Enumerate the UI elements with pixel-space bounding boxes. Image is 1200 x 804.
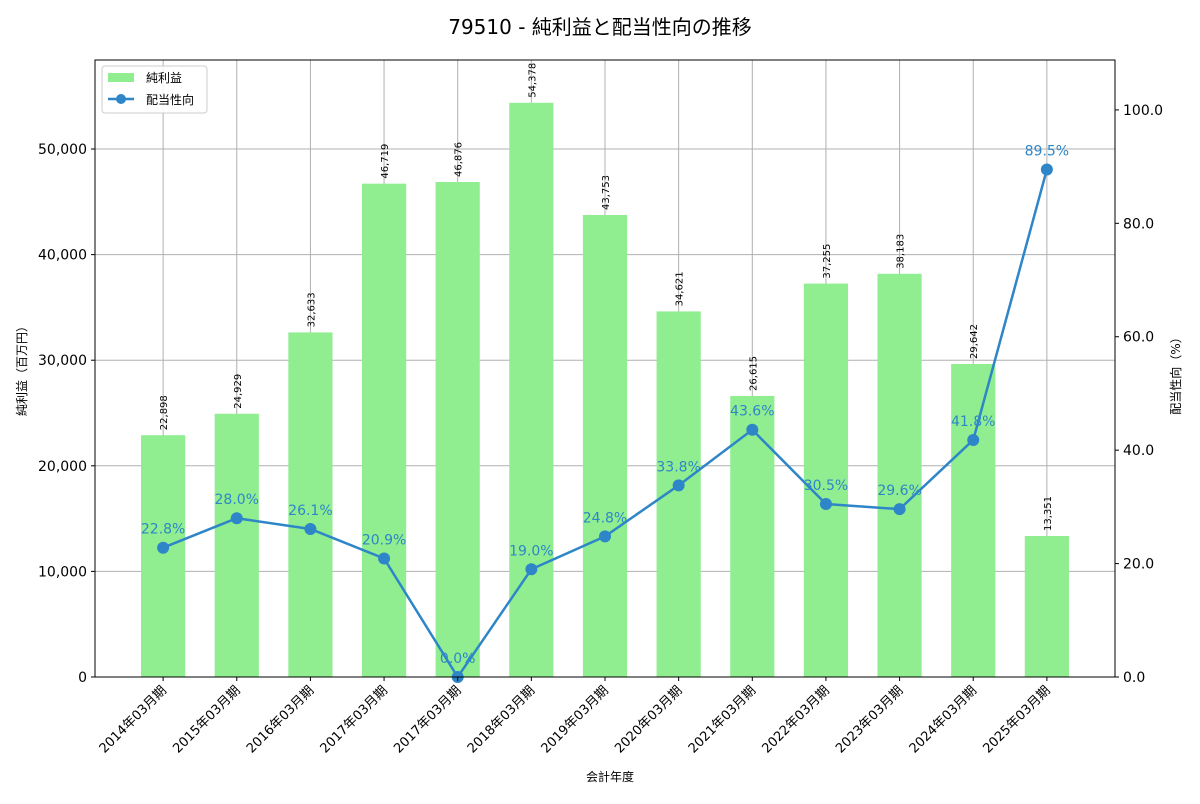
x-tick-label: 2022年03月期 bbox=[759, 683, 832, 756]
line-value-label: 19.0% bbox=[509, 543, 553, 559]
bar bbox=[141, 435, 186, 677]
line-value-label: 30.5% bbox=[804, 478, 848, 494]
line-value-label: 89.5% bbox=[1025, 143, 1069, 159]
x-tick-label: 2021年03月期 bbox=[686, 683, 759, 756]
chart-title: 79510 - 純利益と配当性向の推移 bbox=[448, 15, 752, 39]
bar-value-label: 34,621 bbox=[675, 271, 686, 306]
x-tick-label: 2025年03月期 bbox=[980, 683, 1053, 756]
payout-line: 22.8% 28.0% 26.1% 20.9% 0.0% 19.0% 24.8% 33.8% 4… bbox=[141, 143, 1069, 683]
x-tick-label: 2017年03月期 bbox=[318, 683, 391, 756]
x-tick-label: 2015年03月期 bbox=[170, 683, 243, 756]
x-tick-label: 2018年03月期 bbox=[465, 683, 538, 756]
line-value-label: 0.0% bbox=[440, 651, 476, 667]
x-tick-label: 2019年03月期 bbox=[539, 683, 612, 756]
y2-axis-label: 配当性向（%） bbox=[1168, 331, 1183, 414]
bar bbox=[877, 273, 922, 677]
bar-value-label: 38,183 bbox=[896, 234, 907, 269]
y-tick-label: 10,000 bbox=[38, 564, 87, 580]
y-tick-label: 20,000 bbox=[38, 459, 87, 475]
line-value-label: 43.6% bbox=[730, 404, 774, 420]
bar-value-label: 26,615 bbox=[748, 356, 759, 391]
bar bbox=[435, 182, 480, 677]
y2-tick-label: 80.0 bbox=[1123, 216, 1154, 232]
line-point bbox=[893, 503, 906, 516]
x-tick-label: 2024年03月期 bbox=[907, 683, 980, 756]
y2-tick-label: 100.0 bbox=[1123, 103, 1163, 119]
line-value-label: 20.9% bbox=[362, 532, 406, 548]
line-value-label: 22.8% bbox=[141, 522, 185, 538]
line-point bbox=[378, 552, 391, 565]
legend-label-payout: 配当性向 bbox=[146, 92, 194, 107]
line-point bbox=[304, 522, 317, 535]
bar bbox=[288, 332, 333, 677]
line-point bbox=[819, 498, 832, 511]
line-point bbox=[525, 563, 538, 576]
bars: 22,898 24,929 32,633 46,719 46,876 54,378 43,7… bbox=[141, 63, 1069, 678]
y-tick-label: 40,000 bbox=[38, 248, 87, 264]
bar bbox=[582, 214, 628, 678]
line-point bbox=[157, 541, 170, 554]
line-point bbox=[1040, 163, 1053, 176]
bar bbox=[656, 311, 701, 677]
bar bbox=[509, 102, 554, 678]
y-tick-label: 50,000 bbox=[38, 142, 87, 158]
y-tick-label: 30,000 bbox=[38, 353, 87, 369]
line-value-label: 33.8% bbox=[656, 459, 700, 475]
bar bbox=[214, 413, 259, 677]
bar-value-label: 29,642 bbox=[969, 324, 980, 359]
y2-tick-label: 20.0 bbox=[1123, 557, 1154, 573]
bar-value-label: 46,876 bbox=[454, 142, 465, 177]
line-point bbox=[746, 423, 759, 436]
bar-value-label: 46,719 bbox=[380, 144, 391, 179]
legend-marker bbox=[116, 94, 126, 104]
x-axis-label: 会計年度 bbox=[586, 769, 634, 784]
legend: 純利益 配当性向 bbox=[101, 65, 208, 114]
bar-value-label: 32,633 bbox=[306, 292, 317, 327]
bar-value-label: 54,378 bbox=[527, 63, 538, 98]
legend-label-net-income: 純利益 bbox=[146, 71, 182, 85]
line-point bbox=[599, 530, 611, 543]
bar bbox=[803, 283, 849, 677]
line-value-label: 29.6% bbox=[877, 483, 921, 499]
bar bbox=[951, 363, 996, 677]
line-value-label: 41.8% bbox=[951, 414, 995, 430]
line-value-label: 26.1% bbox=[288, 503, 332, 519]
y2-tick-label: 60.0 bbox=[1123, 330, 1154, 346]
bar bbox=[730, 395, 775, 677]
line-point bbox=[672, 479, 685, 492]
bar bbox=[1024, 536, 1069, 677]
x-tick-label: 2020年03月期 bbox=[612, 683, 685, 756]
legend-bar-swatch bbox=[108, 73, 134, 82]
bar-value-label: 13,351 bbox=[1043, 496, 1054, 531]
line-value-label: 24.8% bbox=[583, 510, 627, 526]
bar-value-label: 22,898 bbox=[159, 395, 170, 430]
x-tick-label: 2016年03月期 bbox=[244, 683, 317, 756]
bar bbox=[361, 183, 407, 677]
bar-value-label: 24,929 bbox=[233, 374, 244, 409]
bar-value-label: 37,255 bbox=[822, 244, 833, 279]
x-tick-label: 2023年03月期 bbox=[833, 683, 906, 756]
x-tick-label: 2014年03月期 bbox=[97, 683, 170, 756]
bar-value-label: 43,753 bbox=[601, 175, 612, 210]
y2-tick-label: 40.0 bbox=[1123, 443, 1154, 459]
y2-tick-label: 0.0 bbox=[1123, 670, 1145, 686]
line-point bbox=[967, 433, 980, 446]
y-tick-label: 0 bbox=[78, 670, 87, 686]
line-value-label: 28.0% bbox=[215, 492, 259, 508]
y-axis-label: 純利益（百万円） bbox=[15, 320, 29, 416]
x-tick-label: 2017年03月期 bbox=[391, 683, 464, 756]
line-point bbox=[230, 512, 243, 525]
